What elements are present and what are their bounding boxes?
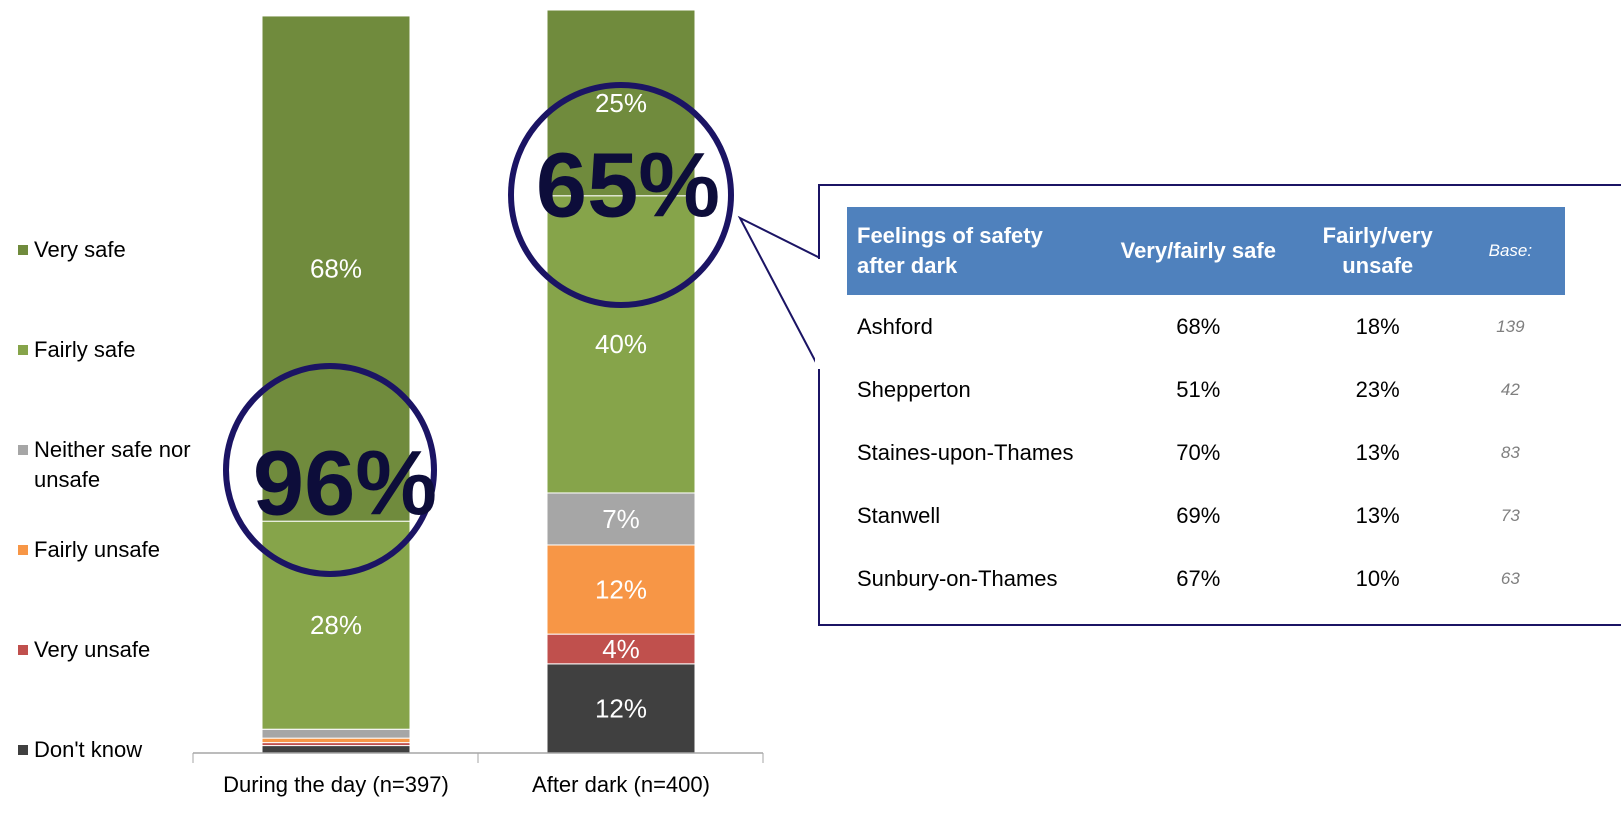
table-row: Staines-upon-Thames 70% 13% 83 [847, 421, 1565, 484]
bar-segment [546, 492, 696, 546]
data-label: 40% [595, 329, 647, 359]
bar-segment [546, 9, 696, 197]
table-cell: 68% [1176, 313, 1221, 339]
highlight-circle [508, 82, 734, 308]
table-cell: 69% [1176, 502, 1221, 528]
legend-swatch [18, 445, 28, 455]
legend-item: Don't know [14, 735, 214, 765]
table-cell: 67% [1176, 565, 1221, 591]
bar-segment [546, 544, 696, 635]
table-cell: 73 [1500, 505, 1520, 525]
legend-label: Fairly unsafe [34, 537, 160, 562]
header-cell: Fairly/very unsafe [1299, 207, 1456, 295]
legend-label: Very unsafe [34, 637, 151, 662]
bar-segment [261, 745, 411, 754]
table-cell: 13% [1355, 502, 1400, 528]
table-row: Stanwell 69% 13% 73 [847, 484, 1565, 547]
table-cell: Staines-upon-Thames [857, 439, 1074, 465]
table-cell: 18% [1355, 313, 1400, 339]
callout-join [815, 259, 823, 369]
legend-swatch [18, 245, 28, 255]
bar-segment [546, 195, 696, 494]
legend-label: Fairly safe [34, 337, 136, 362]
table-cell: 13% [1355, 439, 1400, 465]
table-cell: Shepperton [857, 376, 971, 402]
table-cell: Ashford [857, 313, 933, 339]
table-cell: 23% [1355, 376, 1400, 402]
header-cell: Feelings of safety after dark [847, 207, 1097, 295]
callout-pointer [737, 215, 821, 371]
data-label: 25% [595, 88, 647, 118]
legend-item: Fairly unsafe [14, 535, 214, 565]
highlight-circle [223, 363, 437, 577]
bar-segment [261, 15, 411, 522]
data-label: 4% [602, 634, 640, 664]
legend-item: Very safe [14, 235, 214, 265]
table-row: Ashford 68% 18% 139 [847, 295, 1565, 358]
table-cell: 63 [1500, 568, 1520, 588]
legend-swatch [18, 745, 28, 755]
bar-segment [261, 737, 411, 744]
table-cell: 70% [1176, 439, 1221, 465]
legend-label: Neither safe nor unsafe [34, 437, 191, 492]
legend-item: Very unsafe [14, 635, 214, 665]
table-cell: 10% [1355, 565, 1400, 591]
table-row: Sunbury-on-Thames 67% 10% 63 [847, 547, 1565, 610]
legend-swatch [18, 545, 28, 555]
legend-item: Neither safe nor unsafe [14, 435, 214, 495]
annotation: 96% [253, 432, 437, 534]
table-cell: 42 [1500, 379, 1520, 399]
table-cell: 51% [1176, 376, 1221, 402]
table-row: Shepperton 51% 23% 42 [847, 358, 1565, 421]
annotation: 65% [536, 134, 720, 236]
legend-swatch [18, 345, 28, 355]
bar-segment [261, 728, 411, 739]
data-label: 7% [602, 504, 640, 534]
data-label: 28% [310, 610, 362, 640]
header-cell: Base: [1455, 207, 1565, 295]
table-cell: 83 [1500, 442, 1520, 462]
legend-label: Very safe [34, 237, 126, 262]
x-tick-label: During the day (n=397) [223, 772, 449, 797]
table-cell: Sunbury-on-Thames [857, 565, 1058, 591]
table-cell: 139 [1496, 316, 1525, 336]
data-label: 12% [595, 574, 647, 604]
safety-table: Feelings of safety after dark Very/fairly… [847, 207, 1565, 610]
data-label: 68% [310, 253, 362, 283]
legend-label: Don't know [34, 737, 143, 762]
x-tick-label: After dark (n=400) [532, 772, 710, 797]
legend-swatch [18, 645, 28, 655]
table-cell: Stanwell [857, 502, 941, 528]
data-label: 12% [595, 693, 647, 723]
header-cell: Very/fairly safe [1096, 207, 1300, 295]
table-header: Feelings of safety after dark Very/fairly… [847, 207, 1565, 295]
legend-item: Fairly safe [14, 335, 214, 365]
